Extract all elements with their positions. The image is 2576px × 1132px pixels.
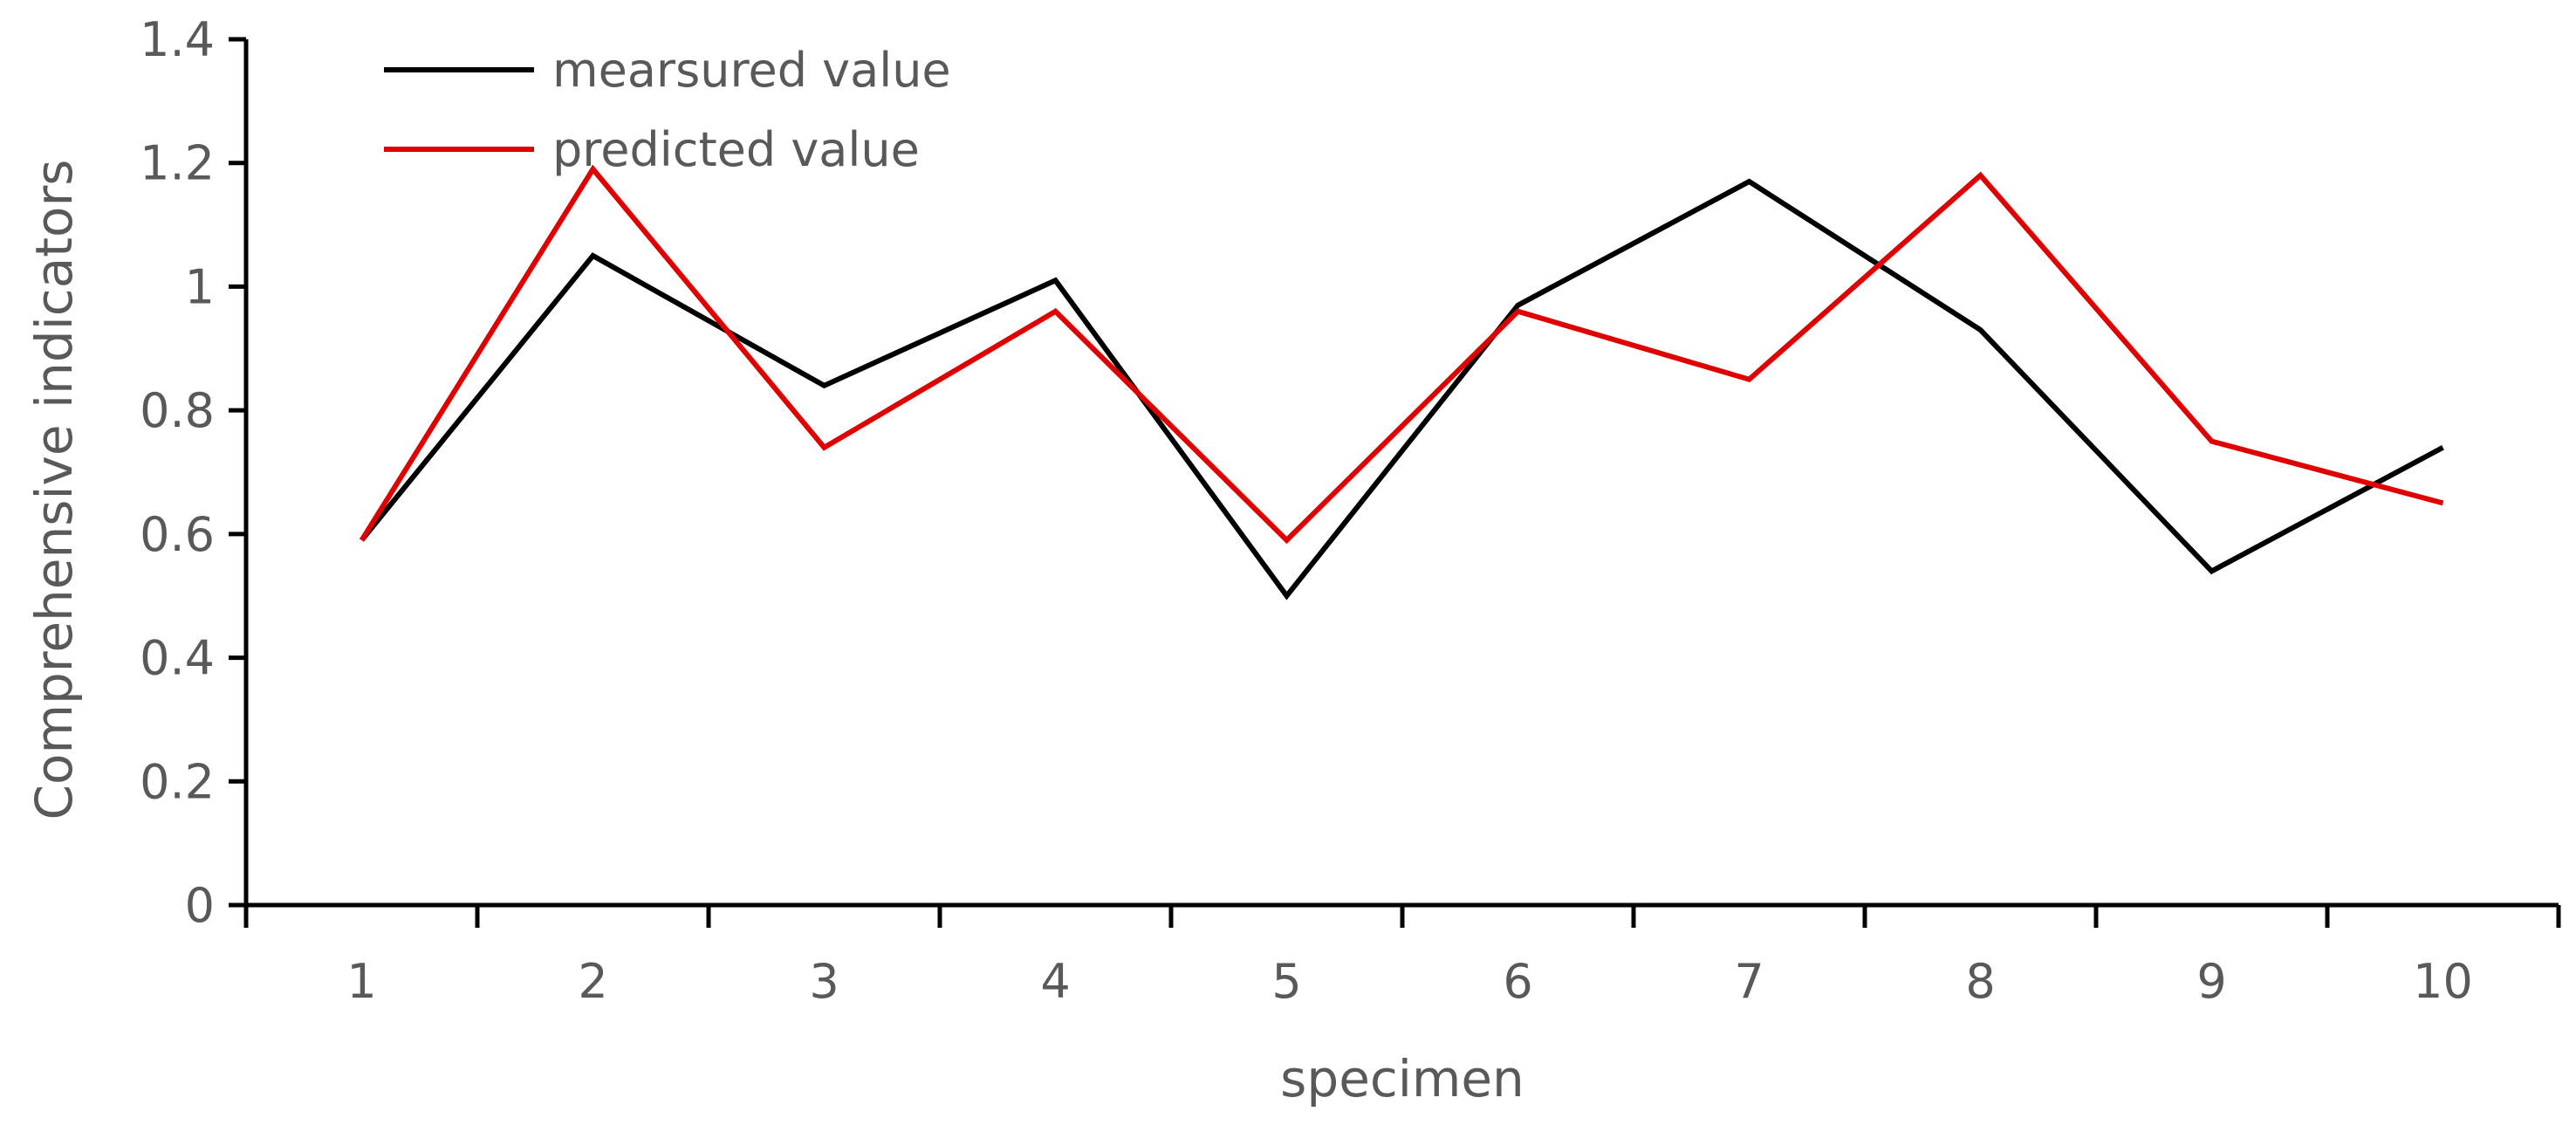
y-axis-title: Comprehensive indicators xyxy=(24,159,84,820)
y-tick-label: 0.4 xyxy=(140,631,215,686)
x-tick-label: 2 xyxy=(578,954,607,1009)
x-tick-label: 7 xyxy=(1734,954,1764,1009)
x-tick-label: 5 xyxy=(1271,954,1301,1009)
y-tick-label: 0 xyxy=(185,878,215,933)
series-line-measured xyxy=(360,178,2444,600)
x-tick-label: 1 xyxy=(346,954,376,1009)
legend: mearsured value predicted value xyxy=(384,43,951,177)
x-tick-label: 6 xyxy=(1503,954,1532,1009)
x-tick-label: 8 xyxy=(1965,954,1995,1009)
x-tick-label: 4 xyxy=(1040,954,1070,1009)
x-tick-label: 3 xyxy=(809,954,839,1009)
legend-label: predicted value xyxy=(552,122,920,177)
series-layer xyxy=(359,164,2444,600)
y-tick-label: 1.4 xyxy=(140,12,215,67)
y-tick-label: 0.6 xyxy=(140,507,215,562)
y-axis-ticks: 0 0.2 0.4 0.6 0.8 1 1.2 1.4 xyxy=(140,12,246,933)
y-tick-label: 1 xyxy=(185,259,215,314)
x-tick-label: 10 xyxy=(2413,954,2473,1009)
series-line-predicted xyxy=(359,164,2444,545)
y-tick-label: 1.2 xyxy=(140,136,215,191)
y-tick-label: 0.2 xyxy=(140,754,215,809)
y-tick-label: 0.8 xyxy=(140,383,215,438)
x-axis-ticks: 1 2 3 4 5 6 7 8 9 10 xyxy=(243,905,2561,1009)
x-axis-title: specimen xyxy=(1280,1049,1524,1108)
legend-label: mearsured value xyxy=(552,43,951,98)
x-tick-label: 9 xyxy=(2196,954,2226,1009)
